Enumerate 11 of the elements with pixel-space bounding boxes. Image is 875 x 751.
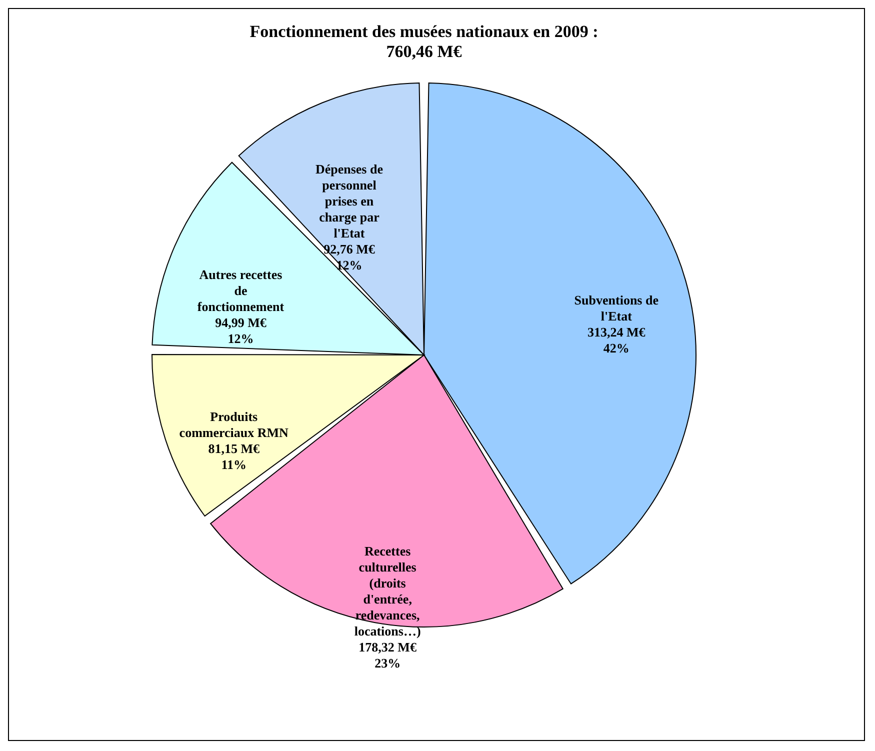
chart-title: Fonctionnement des musées nationaux en 2009 : xyxy=(250,22,598,41)
data-label: 81,15 M€ 11% xyxy=(208,441,260,472)
slice-label: Produits commerciaux RMN xyxy=(179,409,290,440)
data-label: 313,24 M€ 42% xyxy=(588,324,646,356)
slice-label: Autres recettes de fonctionnement xyxy=(197,266,285,314)
slice-label: Recettes culturelles (droits d'entrée, redevances, locations…) xyxy=(354,544,421,639)
chart-subtitle: 760,46 M€ xyxy=(386,42,462,61)
data-label: 94,99 M€ 12% xyxy=(215,314,267,346)
data-label: 178,32 M€ 23% xyxy=(358,640,417,671)
slice-label: Dépenses de personnel prises en charge par l'Etat xyxy=(315,162,384,241)
slice-label: Subventions de l'Etat xyxy=(574,292,659,324)
